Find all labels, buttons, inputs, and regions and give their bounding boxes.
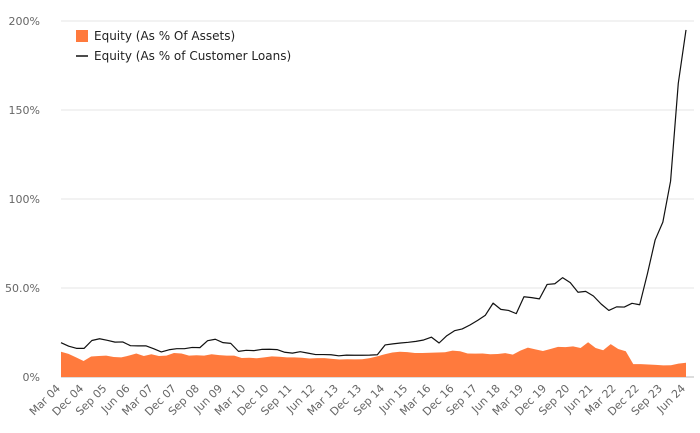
series-group — [60, 29, 687, 377]
legend: Equity (As % Of Assets) Equity (As % of … — [76, 29, 291, 63]
y-axis-tick-labels: 0% 50.0% 100% 150% 200% — [5, 15, 40, 384]
y-tick-label: 200% — [9, 15, 40, 28]
legend-label-assets: Equity (As % Of Assets) — [94, 29, 235, 43]
legend-item-loans[interactable]: Equity (As % of Customer Loans) — [76, 49, 291, 63]
series-area-equity-assets — [61, 342, 686, 377]
y-tick-label: 50.0% — [5, 282, 40, 295]
legend-swatch-assets — [76, 30, 88, 42]
series-line-equity-loans — [60, 29, 687, 357]
y-tick-label: 150% — [9, 104, 40, 117]
legend-label-loans: Equity (As % of Customer Loans) — [94, 49, 291, 63]
gridlines — [61, 20, 694, 378]
y-tick-label: 100% — [9, 193, 40, 206]
y-tick-label: 0% — [23, 371, 40, 384]
legend-item-assets[interactable]: Equity (As % Of Assets) — [76, 29, 235, 43]
